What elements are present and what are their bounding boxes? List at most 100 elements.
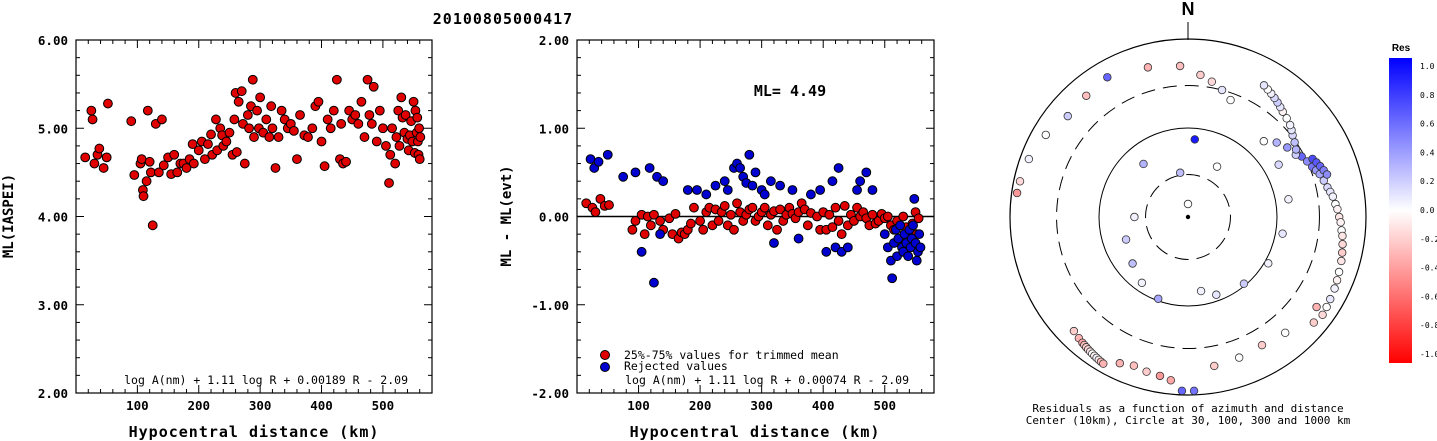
left-data-point [203, 139, 213, 150]
left-data-point [242, 110, 253, 120]
left-y-axis-label: ML(IASPEI) [1, 174, 17, 258]
ml-annotation: ML= 4.49 [754, 82, 826, 100]
middle-data-point [639, 229, 650, 240]
middle-x-tick-label: 400 [812, 398, 835, 413]
middle-data-point [655, 216, 665, 226]
station-residual-point [1259, 81, 1269, 90]
left-data-point [303, 132, 313, 142]
left-data-point [364, 110, 375, 120]
middle-data-point [772, 224, 782, 235]
middle-data-point [682, 185, 693, 195]
station-residual-point [1333, 204, 1342, 214]
left-data-point [313, 96, 324, 107]
residual-colorbar: Res 1.0 0.8 0.6 0.4 0.2 0.0 -0.2 -0.4 -0.6 -0.8 -1… [1389, 43, 1437, 363]
left-data-point [188, 158, 199, 169]
station-residual-point [1312, 302, 1321, 312]
station-residual-point [1103, 73, 1112, 82]
middle-x-tick-label: 100 [627, 398, 650, 413]
left-data-point [362, 74, 373, 85]
legend-marker-trimmed [600, 350, 610, 360]
middle-data-point [719, 176, 730, 187]
station-residual-point [1338, 240, 1347, 249]
middle-data-point [747, 180, 758, 191]
middle-data-point [879, 229, 890, 240]
left-y-tick-label: 2.00 [38, 386, 68, 401]
middle-data-point [744, 149, 755, 160]
left-data-point [255, 92, 266, 103]
station-residual-point [1177, 386, 1187, 396]
left-data-point [98, 163, 109, 173]
middle-x-tick-label: 200 [689, 398, 712, 413]
left-data-point [239, 158, 250, 169]
left-data-point [414, 154, 425, 165]
left-data-point [391, 132, 402, 142]
left-data-point [233, 96, 244, 107]
range-ring-1000km [1009, 38, 1367, 396]
left-data-point [374, 105, 385, 116]
left-data-point [328, 105, 339, 116]
left-data-point [187, 139, 198, 150]
left-data-point [353, 118, 364, 129]
left-data-point [267, 123, 278, 134]
station-residual-point [1129, 361, 1139, 370]
left-data-point [126, 116, 137, 127]
station-residual-point [1282, 114, 1291, 123]
station-residual-point [1154, 294, 1163, 303]
middle-y-tick-label: 0.00 [539, 210, 569, 225]
left-data-point [87, 114, 98, 125]
station-residual-point [1234, 353, 1244, 362]
middle-x-axis-label: Hypocentral distance (km) [630, 423, 881, 441]
left-data-point [80, 152, 91, 163]
station-residual-point [1326, 294, 1335, 304]
left-data-point [273, 132, 284, 142]
left-data-point [221, 136, 232, 147]
colorbar-tick-label: -0.8 [1420, 321, 1437, 330]
left-y-tick-label: 4.00 [38, 210, 68, 225]
left-data-point [316, 136, 327, 147]
station-residual-point [1212, 290, 1221, 299]
left-data-point [231, 147, 242, 157]
middle-y-tick-label: 2.00 [539, 33, 569, 48]
middle-data-point [747, 202, 758, 213]
station-residual-point [1099, 359, 1108, 368]
left-data-point [384, 178, 394, 188]
station-residual-point [1142, 367, 1151, 376]
left-data-point [381, 141, 391, 151]
epicenter-marker [1185, 214, 1191, 220]
left-data-point [368, 81, 379, 92]
range-ring-100km [1098, 127, 1278, 307]
middle-y-tick-label: -1.00 [531, 298, 569, 313]
station-residual-point [1226, 95, 1235, 105]
middle-data-point [787, 185, 798, 195]
figure-title: 20100805000417 [433, 10, 573, 28]
middle-data-point [735, 163, 746, 173]
middle-data-point [833, 216, 844, 226]
station-residual-point [1175, 168, 1185, 177]
station-residual-point [1143, 63, 1153, 72]
station-residual-point [1259, 137, 1268, 146]
legend-label-rejected: Rejected values [624, 359, 728, 373]
left-data-point [325, 123, 336, 134]
left-data-point [276, 105, 287, 116]
left-data-point [307, 123, 318, 134]
colorbar-tick-label: 0.0 [1420, 206, 1435, 215]
left-data-point [249, 132, 259, 142]
station-residual-point [1239, 279, 1249, 288]
left-plot-formula: log A(nm) + 1.11 log R + 0.00189 R - 2.0… [124, 373, 408, 387]
left-data-point [400, 110, 411, 120]
middle-data-point [655, 229, 665, 240]
range-ring-300km [1056, 85, 1320, 349]
colorbar-tick-label: 0.6 [1420, 120, 1435, 129]
middle-data-point [911, 255, 922, 266]
left-data-point [89, 158, 100, 169]
middle-data-point [689, 202, 699, 213]
middle-data-point [713, 216, 724, 226]
left-x-tick-label: 400 [310, 398, 333, 413]
left-x-tick-label: 100 [126, 398, 149, 413]
middle-data-point [914, 229, 925, 240]
station-residual-point [1318, 310, 1327, 319]
left-data-point [385, 149, 396, 160]
middle-data-point [644, 163, 655, 173]
middle-data-point [909, 193, 920, 204]
middle-y-tick-label: 1.00 [539, 121, 569, 136]
